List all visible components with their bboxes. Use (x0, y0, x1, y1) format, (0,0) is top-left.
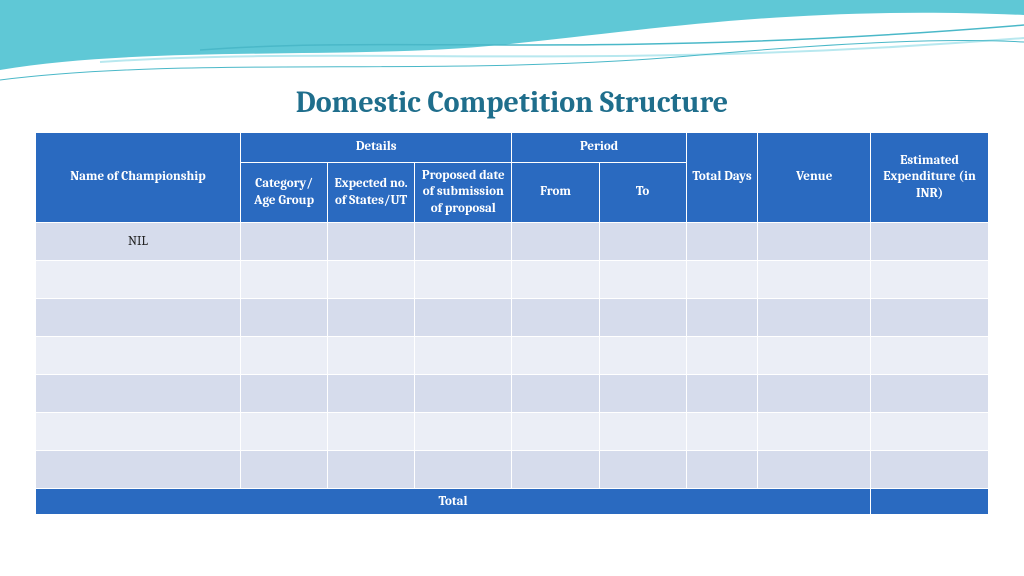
table-cell (599, 413, 686, 451)
table-cell (871, 223, 989, 261)
column-header: Details (240, 133, 512, 163)
table-cell (686, 337, 758, 375)
table-cell (686, 261, 758, 299)
table-row (36, 375, 989, 413)
table-cell (686, 299, 758, 337)
column-header: Name of Championship (36, 133, 241, 223)
table-cell (36, 413, 241, 451)
table-cell (328, 337, 415, 375)
table-cell (871, 375, 989, 413)
table-cell (758, 299, 871, 337)
table-footer-row: Total (36, 489, 989, 515)
table-cell (512, 261, 599, 299)
table-cell (328, 451, 415, 489)
table-cell (415, 413, 512, 451)
page-title: Domestic Competition Structure (35, 85, 989, 120)
table-cell (686, 413, 758, 451)
table-cell (871, 299, 989, 337)
table-cell (240, 413, 327, 451)
footer-total-value (871, 489, 989, 515)
table-cell (36, 451, 241, 489)
table-row (36, 261, 989, 299)
table-cell (758, 375, 871, 413)
table-cell (758, 337, 871, 375)
competition-table: Name of ChampionshipDetailsPeriodTotal D… (35, 132, 989, 515)
table-row (36, 337, 989, 375)
column-header: To (599, 163, 686, 223)
table-cell (415, 337, 512, 375)
column-header: Venue (758, 133, 871, 223)
column-header: Proposed date of submission of proposal (415, 163, 512, 223)
table-cell (599, 299, 686, 337)
table-cell (512, 413, 599, 451)
table-cell (415, 375, 512, 413)
table-row (36, 451, 989, 489)
table-cell (599, 451, 686, 489)
table-cell (686, 451, 758, 489)
table-cell (415, 451, 512, 489)
table-cell (686, 223, 758, 261)
table-cell (871, 337, 989, 375)
table-cell (599, 337, 686, 375)
table-cell (240, 223, 327, 261)
table-cell (328, 223, 415, 261)
table-cell (758, 413, 871, 451)
column-header: Period (512, 133, 686, 163)
table-cell (240, 375, 327, 413)
table-cell (758, 223, 871, 261)
table-cell (415, 223, 512, 261)
column-header: Estimated Expenditure (in INR) (871, 133, 989, 223)
table-cell (599, 375, 686, 413)
table-cell (512, 375, 599, 413)
table-row: NIL (36, 223, 989, 261)
table-cell (328, 299, 415, 337)
table-row (36, 299, 989, 337)
table-cell (758, 451, 871, 489)
table-cell (415, 261, 512, 299)
table-cell (599, 223, 686, 261)
table-cell (240, 261, 327, 299)
table-cell (240, 451, 327, 489)
table-cell (328, 413, 415, 451)
table-cell (328, 261, 415, 299)
table-cell (686, 375, 758, 413)
table-cell (36, 299, 241, 337)
column-header: Total Days (686, 133, 758, 223)
table-cell (512, 337, 599, 375)
table-cell (512, 451, 599, 489)
table-cell (36, 375, 241, 413)
table-cell (512, 299, 599, 337)
table-cell (328, 375, 415, 413)
table-cell: NIL (36, 223, 241, 261)
table-cell (871, 451, 989, 489)
table-cell (240, 337, 327, 375)
column-header: Expected no. of States/UT (328, 163, 415, 223)
table-cell (36, 337, 241, 375)
footer-total-label: Total (36, 489, 871, 515)
table-cell (36, 261, 241, 299)
table-row (36, 413, 989, 451)
table-cell (758, 261, 871, 299)
table-cell (512, 223, 599, 261)
table-cell (240, 299, 327, 337)
column-header: Category/ Age Group (240, 163, 327, 223)
table-cell (871, 413, 989, 451)
table-cell (415, 299, 512, 337)
table-cell (871, 261, 989, 299)
column-header: From (512, 163, 599, 223)
table-cell (599, 261, 686, 299)
